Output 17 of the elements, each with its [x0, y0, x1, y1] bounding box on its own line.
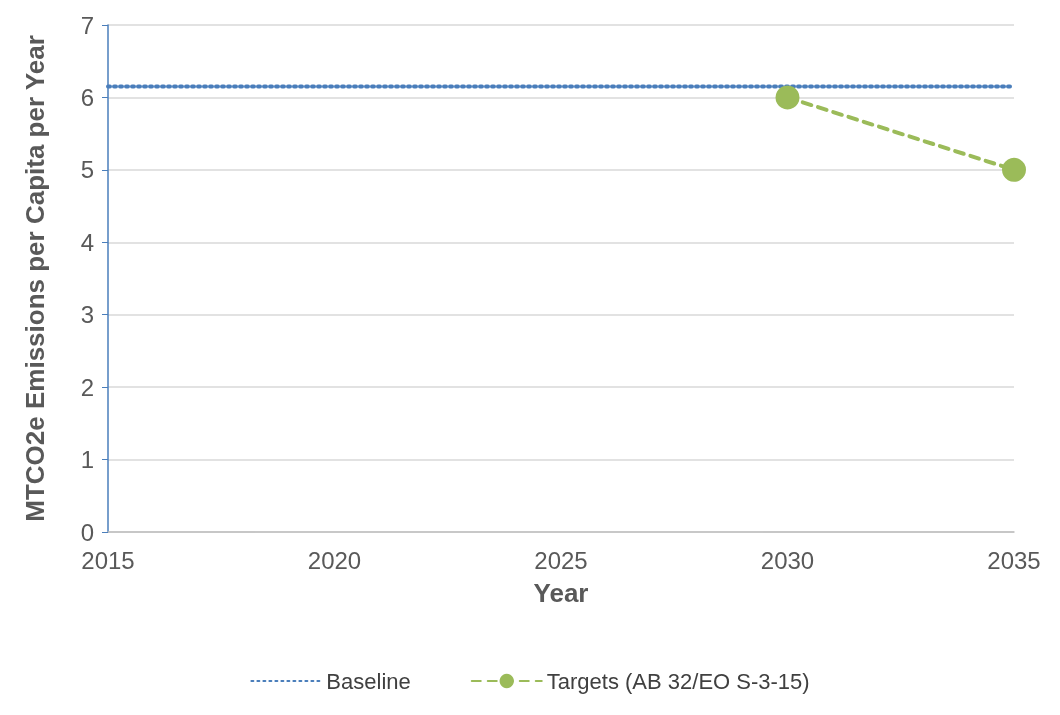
y-tick-label: 6 — [80, 83, 94, 111]
y-axis-title: MTCO2e Emissions per Capita per Year — [20, 35, 50, 522]
x-tick-label: 2025 — [534, 546, 588, 574]
y-tick-label: 4 — [80, 228, 94, 256]
x-tick-label: 2015 — [81, 546, 135, 574]
y-tick-label: 2 — [80, 373, 94, 401]
y-tick-label: 1 — [80, 446, 94, 474]
y-tick-label: 3 — [80, 301, 94, 329]
x-tick-label: 2030 — [760, 546, 815, 574]
x-tick-label: 2020 — [307, 546, 362, 574]
legend-label: Targets (AB 32/EO S-3-15) — [546, 668, 810, 694]
y-tick-label: 5 — [80, 156, 94, 184]
legend-label: Baseline — [326, 668, 411, 694]
x-axis-title: Year — [533, 578, 589, 608]
y-tick-label: 0 — [80, 518, 94, 546]
y-tick-label: 7 — [80, 11, 94, 39]
x-tick-label: 2035 — [987, 546, 1041, 574]
